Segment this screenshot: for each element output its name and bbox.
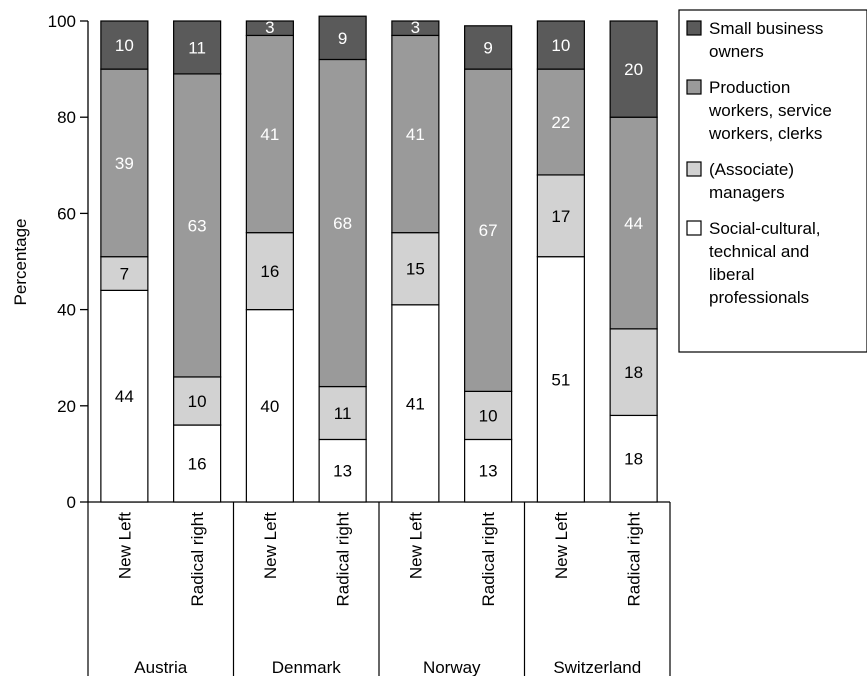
bar-segment — [100, 68, 149, 258]
x-category-label: New Left — [261, 512, 280, 579]
data-label: 10 — [115, 36, 134, 55]
bar-segment — [245, 232, 294, 311]
legend-swatch — [686, 161, 702, 177]
group-label: Austria — [134, 658, 187, 676]
group-label: Norway — [423, 658, 481, 676]
bar-segment — [464, 438, 513, 503]
legend-entry: Small business owners — [709, 19, 823, 61]
data-label: 16 — [260, 262, 279, 281]
bar-segment — [391, 34, 440, 234]
legend-entry: Production workers, service workers, clerk… — [708, 78, 832, 143]
x-category-label: Radical right — [188, 512, 207, 607]
x-axis-categories: New Left Radical right New Left Radical rig… — [87, 502, 671, 676]
group-label: Denmark — [272, 658, 341, 676]
data-label: 16 — [188, 455, 207, 474]
data-label: 9 — [338, 29, 347, 48]
bar-segment — [464, 25, 513, 70]
y-tick-label: 0 — [67, 493, 76, 512]
bar-segment — [245, 309, 294, 503]
data-label: 39 — [115, 154, 134, 173]
data-label: 10 — [551, 36, 570, 55]
data-label: 13 — [333, 462, 352, 481]
y-tick-label: 60 — [57, 204, 76, 223]
bar-segment — [536, 256, 585, 503]
data-label: 18 — [624, 363, 643, 382]
bar-segment — [609, 414, 658, 503]
data-label: 3 — [411, 18, 420, 37]
data-label: 67 — [479, 221, 498, 240]
data-label: 13 — [479, 462, 498, 481]
y-tick-label: 40 — [57, 301, 76, 320]
data-label: 44 — [624, 214, 643, 233]
data-label: 17 — [551, 207, 570, 226]
data-label: 40 — [260, 397, 279, 416]
data-label: 11 — [334, 404, 352, 423]
data-label: 44 — [115, 387, 134, 406]
data-label: 41 — [406, 394, 425, 413]
bar-segment — [391, 304, 440, 503]
bar-segment — [391, 20, 440, 37]
bar-segment — [464, 390, 513, 441]
bar-segment — [536, 68, 585, 176]
bar-segment — [245, 34, 294, 234]
data-label: 20 — [624, 60, 643, 79]
data-label: 68 — [333, 214, 352, 233]
legend-box — [678, 9, 867, 353]
data-label: 18 — [624, 450, 643, 469]
y-tick-label: 80 — [57, 108, 76, 127]
legend-entry: (Associate) managers — [709, 160, 794, 202]
legend-swatch — [686, 220, 702, 236]
y-axis-title: Percentage — [11, 219, 30, 306]
group-label: Switzerland — [553, 658, 641, 676]
x-category-label: New Left — [115, 512, 134, 579]
legend-entry: Social-cultural, technical and liberal prof… — [709, 219, 821, 307]
bar-segment — [318, 385, 367, 441]
data-label: 51 — [551, 370, 570, 389]
data-label: 22 — [551, 113, 570, 132]
bar-segment — [536, 20, 585, 70]
data-label: 10 — [479, 406, 498, 425]
bar-segment — [100, 20, 149, 70]
bar-segment — [245, 20, 294, 37]
bar-segment — [100, 256, 149, 291]
legend-swatch — [686, 20, 702, 36]
legend-swatch — [686, 79, 702, 95]
data-label: 3 — [265, 18, 274, 37]
bar-segment — [173, 424, 222, 503]
bar-segment — [609, 20, 658, 118]
bar-segment — [318, 15, 367, 61]
bar-segment — [536, 174, 585, 258]
data-label: 63 — [188, 216, 207, 235]
data-label: 41 — [260, 125, 279, 144]
bars: 44 7 39 10 16 10 63 11 40 16 41 3 13 11 68 9 41 15 41 3 13 10… — [100, 15, 658, 503]
x-category-label: New Left — [406, 512, 425, 579]
bar-segment — [318, 438, 367, 503]
bar-segment — [609, 116, 658, 330]
data-label: 9 — [483, 38, 492, 57]
data-label: 41 — [406, 125, 425, 144]
bar-segment — [173, 20, 222, 75]
x-category-label: Radical right — [479, 512, 498, 607]
data-label: 15 — [406, 260, 425, 279]
x-category-label: New Left — [552, 512, 571, 579]
y-axis: 0 20 40 60 80 100 — [48, 12, 88, 512]
y-tick-label: 100 — [48, 12, 76, 31]
bar-segment — [100, 289, 149, 503]
data-label: 10 — [188, 392, 207, 411]
x-category-label: Radical right — [334, 512, 353, 607]
y-tick-label: 20 — [57, 397, 76, 416]
x-category-label: Radical right — [625, 512, 644, 607]
data-label: 7 — [120, 265, 129, 284]
bar-segment — [609, 328, 658, 417]
legend: Small business owners Production workers, s… — [678, 9, 867, 353]
data-label: 11 — [188, 38, 206, 57]
